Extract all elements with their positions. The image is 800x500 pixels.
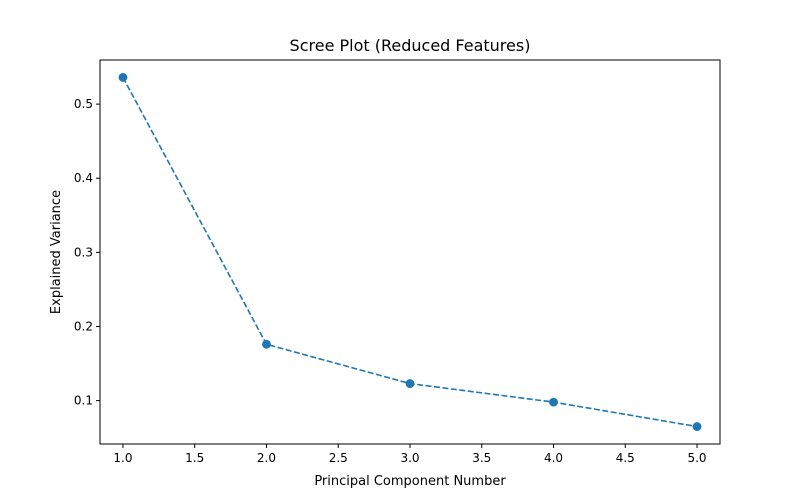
y-tick-label: 0.4 xyxy=(74,171,93,185)
x-tick-label: 3.0 xyxy=(400,451,419,465)
data-point xyxy=(692,422,702,431)
x-tick-label: 1.0 xyxy=(113,451,132,465)
x-axis-label: Principal Component Number xyxy=(314,474,506,489)
y-tick-label: 0.1 xyxy=(74,394,93,408)
x-tick-label: 4.5 xyxy=(616,451,635,465)
chart-title: Scree Plot (Reduced Features) xyxy=(290,36,531,55)
x-axis: 1.0 1.5 2.0 2.5 3.0 3.5 4.0 4.5 5.0 xyxy=(113,444,707,465)
series-layer xyxy=(118,73,702,431)
data-point xyxy=(118,73,128,82)
y-tick-label: 0.3 xyxy=(74,245,93,259)
x-tick-label: 4.0 xyxy=(544,451,563,465)
y-tick-label: 0.5 xyxy=(74,97,93,111)
data-point xyxy=(262,339,271,349)
x-tick-label: 3.5 xyxy=(472,451,491,465)
plot-area: 1.0 1.5 2.0 2.5 3.0 3.5 4.0 4.5 5.0 0.1 0.2 0.3 0.4… xyxy=(74,59,721,465)
x-tick-label: 2.0 xyxy=(257,451,276,465)
y-tick-label: 0.2 xyxy=(74,320,93,334)
x-tick-label: 5.0 xyxy=(687,451,706,465)
x-tick-label: 2.5 xyxy=(329,451,348,465)
data-point xyxy=(549,397,558,407)
data-point xyxy=(405,379,415,388)
x-tick-label: 1.5 xyxy=(185,451,204,465)
y-axis-label: Explained Variance xyxy=(49,190,64,314)
y-axis: 0.1 0.2 0.3 0.4 0.5 xyxy=(74,97,100,408)
